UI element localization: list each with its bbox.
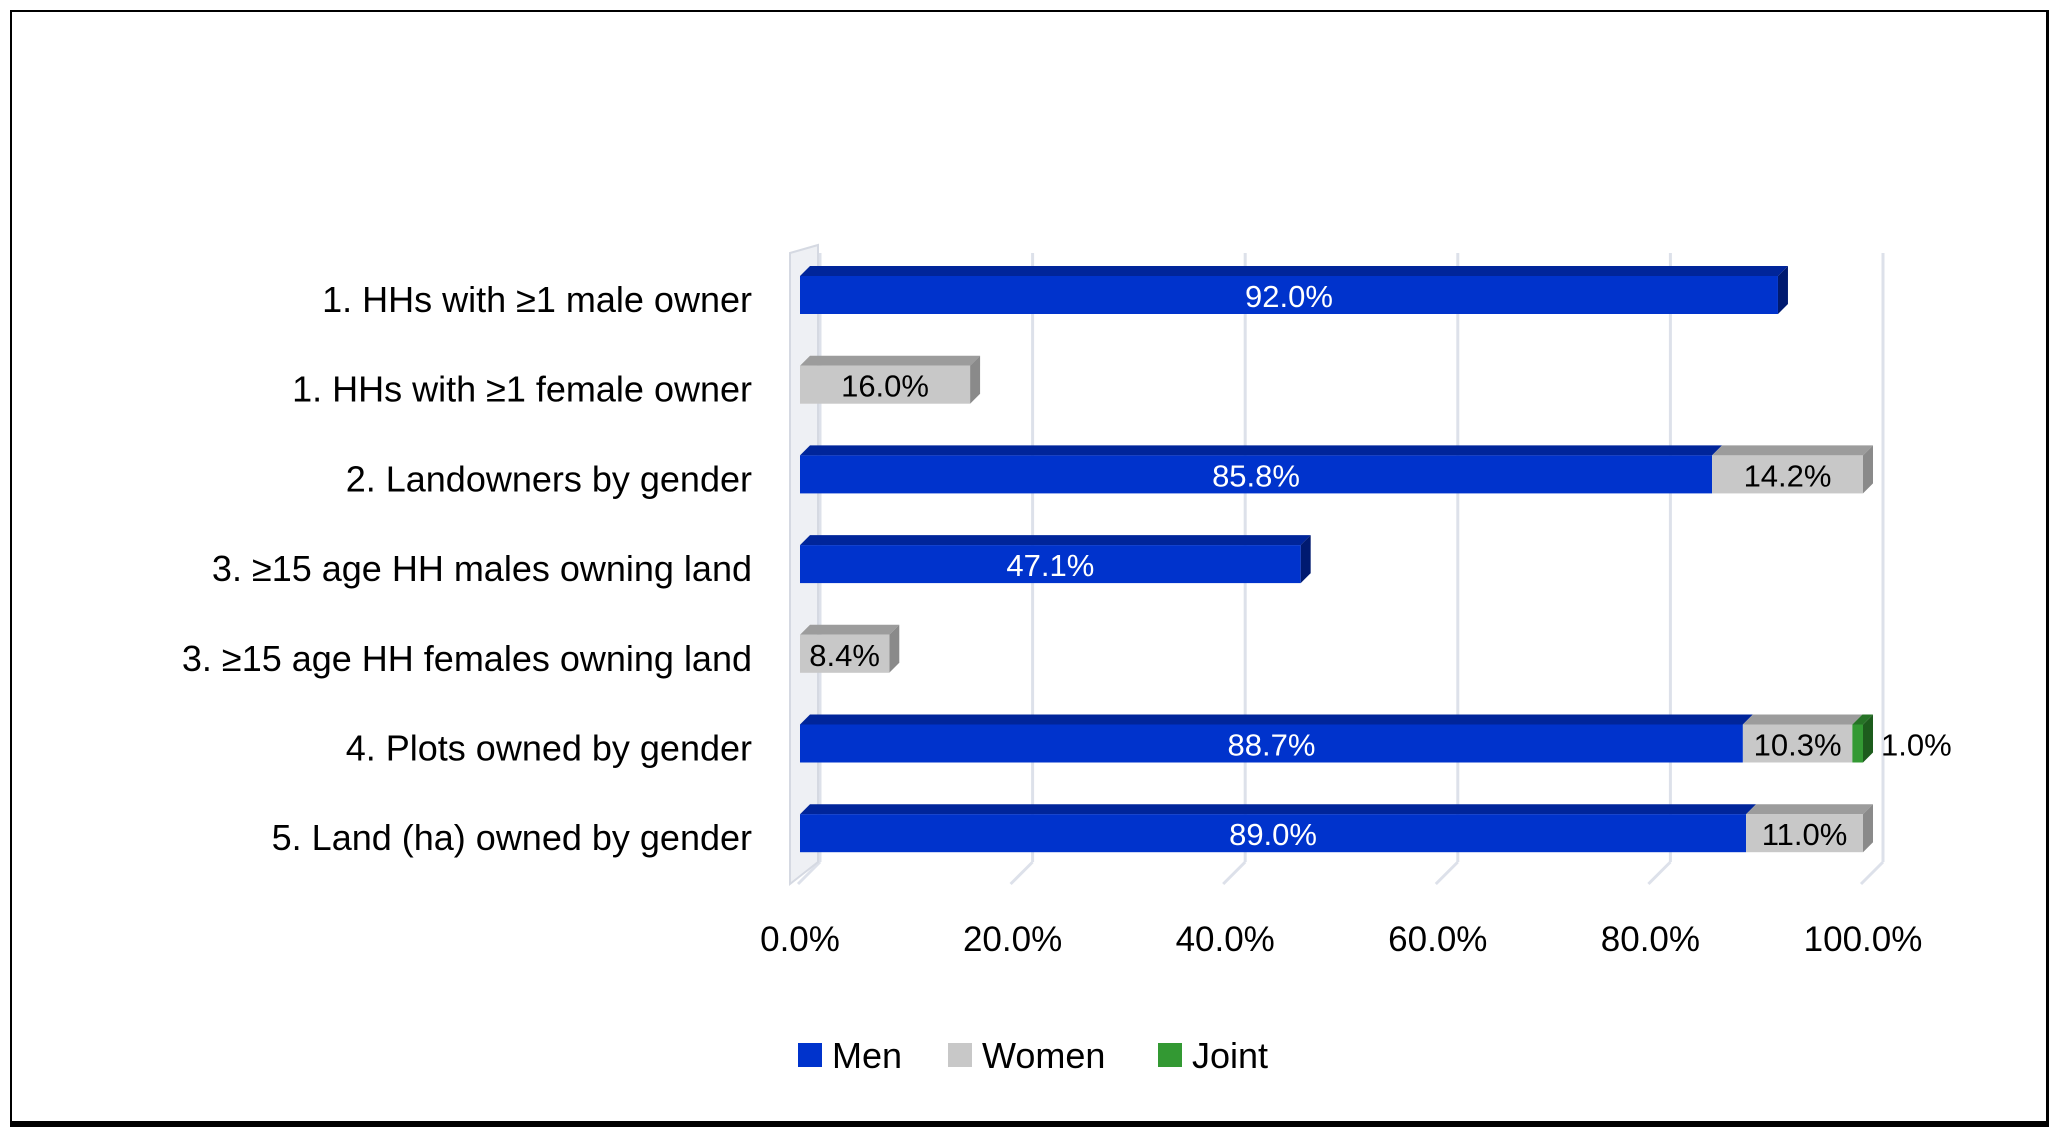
gridline-floor <box>1222 860 1247 886</box>
x-tick-label: 40.0% <box>1176 920 1275 959</box>
bar-top-men <box>800 535 1311 546</box>
bar-side-men <box>1777 266 1788 314</box>
bar-men <box>800 455 1713 494</box>
bar-side-women <box>1863 445 1873 494</box>
x-tick-label: 60.0% <box>1388 920 1487 959</box>
x-tick-label: 80.0% <box>1601 920 1700 959</box>
bar-side-men <box>1300 535 1311 584</box>
x-tick-label: 100.0% <box>1804 920 1923 959</box>
bar-men <box>800 724 1743 763</box>
gridline-floor <box>1647 860 1672 886</box>
category-label: 1. HHs with ≥1 male owner <box>322 279 752 320</box>
bar-men <box>800 545 1301 584</box>
bar-side-joint <box>1863 714 1873 763</box>
bar-top-women <box>800 624 900 635</box>
data-label-men: 92.0% <box>1245 279 1333 314</box>
gridline-floor <box>1434 860 1459 886</box>
data-label-women: 14.2% <box>1744 458 1832 493</box>
chart-frame <box>10 10 2049 1127</box>
legend-label-women: Women <box>982 1035 1105 1076</box>
gridline-floor <box>1859 860 1885 886</box>
bar-side-women <box>1863 804 1873 853</box>
legend-label-joint: Joint <box>1192 1035 1268 1076</box>
bar-women <box>800 634 890 673</box>
bar-top-men <box>800 804 1757 815</box>
bar-top-men <box>800 266 1788 276</box>
x-tick-label: 0.0% <box>760 920 840 959</box>
bar-women <box>1746 814 1863 853</box>
bar-men <box>800 276 1778 314</box>
bar-joint <box>1852 724 1863 763</box>
data-label-men: 85.8% <box>1212 458 1300 493</box>
bar-top-joint <box>1852 714 1873 725</box>
bar-top-women <box>1742 714 1863 725</box>
data-label-men: 88.7% <box>1227 728 1315 763</box>
bar-top-men <box>800 714 1753 725</box>
category-label: 5. Land (ha) owned by gender <box>272 817 752 858</box>
data-label-women: 10.3% <box>1754 728 1842 763</box>
legend-swatch-joint <box>1158 1043 1182 1067</box>
bar-side-women <box>970 355 981 404</box>
gridline-floor <box>1009 860 1034 886</box>
bar-women <box>1742 724 1853 763</box>
category-label: 3. ≥15 age HH males owning land <box>212 548 752 589</box>
legend-label-men: Men <box>832 1035 902 1076</box>
bar-top-women <box>1746 804 1873 815</box>
x-tick-label: 20.0% <box>963 920 1062 959</box>
bar-men <box>800 814 1747 853</box>
bar-top-men <box>800 445 1723 456</box>
data-label-women: 8.4% <box>809 638 880 673</box>
bar-top-women <box>800 355 981 366</box>
data-label-joint: 1.0% <box>1881 728 1952 763</box>
category-label: 1. HHs with ≥1 female owner <box>292 369 752 410</box>
gridline-floor <box>796 860 822 886</box>
bar-top-women <box>1712 445 1873 456</box>
data-label-men: 89.0% <box>1229 817 1317 852</box>
legend-swatch-women <box>948 1043 972 1067</box>
bar-side-women <box>889 624 900 673</box>
category-label: 2. Landowners by gender <box>346 458 752 499</box>
legend-swatch-men <box>798 1043 822 1067</box>
data-label-women: 16.0% <box>841 369 929 404</box>
category-label: 3. ≥15 age HH females owning land <box>182 638 752 679</box>
category-label: 4. Plots owned by gender <box>346 728 752 769</box>
bar-women <box>800 365 971 404</box>
data-label-men: 47.1% <box>1006 548 1094 583</box>
data-label-women: 11.0% <box>1762 817 1848 852</box>
bar-women <box>1712 455 1863 494</box>
